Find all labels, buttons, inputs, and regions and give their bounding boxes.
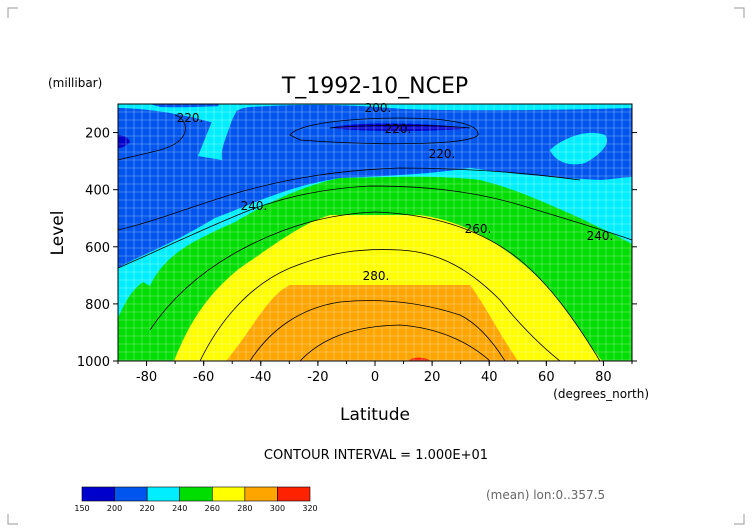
colorbar-label: 200	[107, 504, 122, 513]
contour-label: 200.	[365, 101, 392, 115]
y-unit-label: (millibar)	[48, 76, 102, 90]
x-tick-label: -60	[193, 370, 214, 385]
contour-line	[118, 114, 186, 161]
contour-label: 280.	[363, 269, 390, 283]
contour-label: 220.	[177, 111, 204, 125]
cold-core-200	[330, 123, 470, 131]
colorbar-label: 280	[237, 504, 252, 513]
contour-line	[149, 211, 601, 361]
contour-interval-text: CONTOUR INTERVAL = 1.000E+01	[264, 448, 488, 463]
x-tick-label: 80	[595, 370, 612, 385]
x-tick-label: 40	[481, 370, 498, 385]
x-unit-label: (degrees_north)	[553, 387, 649, 401]
contour-line	[118, 167, 581, 231]
colorbar-label: 220	[140, 504, 155, 513]
corner-marks	[7, 7, 745, 525]
colorbar: 150 200 220 240 260 280 300 320	[74, 486, 318, 513]
plot-area: 220. 200. 220. 220. 240. 260. 240. 280.	[117, 101, 633, 362]
chart-title: T_1992-10_NCEP	[281, 74, 468, 99]
contour-label: 260.	[465, 222, 492, 236]
x-tick-label: -40	[250, 370, 271, 385]
x-tick-label: 20	[424, 370, 441, 385]
warm-pocket-right	[550, 132, 608, 165]
colorbar-swatch	[146, 486, 181, 502]
x-tick-label: -80	[136, 370, 157, 385]
contour-line	[329, 124, 471, 129]
colorbar-label: 300	[270, 504, 285, 513]
axis-ticks: -80 -60 -40 -20 0 20 40 60 80 200 400 600 800 1000	[77, 127, 637, 385]
x-axis-title: Latitude	[340, 405, 410, 425]
y-tick-label: 1000	[77, 355, 110, 370]
grid	[118, 104, 632, 361]
colorbar-swatch	[244, 486, 278, 502]
contour-label: 240.	[587, 229, 614, 243]
contour-label: 240.	[241, 199, 268, 213]
contour-line	[289, 117, 479, 145]
y-tick-label: 600	[85, 241, 110, 256]
band-220-240-upper	[198, 104, 240, 160]
contour-line	[249, 300, 506, 361]
x-tick-label: 60	[538, 370, 555, 385]
colorbar-swatch	[211, 486, 246, 502]
y-tick-label: 200	[85, 127, 110, 142]
colorbar-swatch	[277, 486, 311, 502]
colorbar-label: 320	[302, 504, 317, 513]
colorbar-swatch	[81, 486, 115, 502]
contour-line	[299, 324, 491, 361]
colorbar-label: 150	[74, 504, 89, 513]
x-tick-label: -20	[307, 370, 328, 385]
y-tick-label: 800	[85, 298, 110, 313]
contour-line	[199, 249, 561, 361]
colorbar-swatch	[179, 486, 213, 502]
y-tick-label: 400	[85, 184, 110, 199]
colorbar-label: 260	[205, 504, 220, 513]
x-tick-label: 0	[371, 370, 379, 385]
y-axis-title: Level	[48, 211, 68, 256]
cold-spot-left	[118, 135, 130, 148]
contour-label: 220.	[385, 122, 412, 136]
contour-lines	[118, 114, 632, 361]
colorbar-label: 240	[172, 504, 187, 513]
contour-line	[118, 185, 632, 269]
colorbar-swatch	[114, 486, 148, 502]
band-220-240-top	[118, 104, 632, 125]
contour-label: 220.	[429, 147, 456, 161]
mean-longitude-text: (mean) lon:0..357.5	[486, 488, 605, 502]
